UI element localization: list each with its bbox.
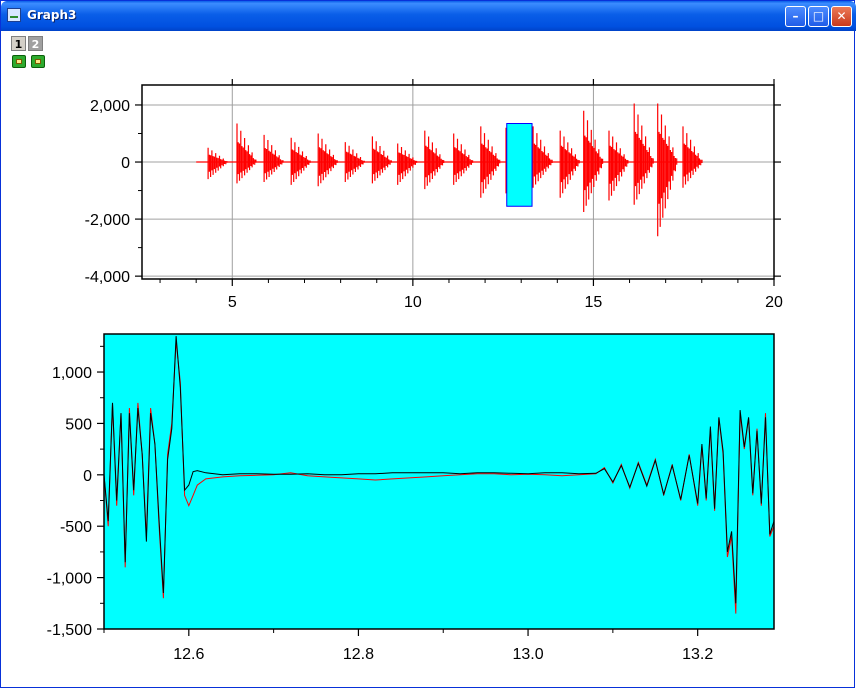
title-bar[interactable]: Graph3 – □ ✕ [1, 1, 856, 31]
x-tick-label: 10 [404, 294, 422, 311]
maximize-icon: □ [812, 9, 825, 23]
x-tick-label: 15 [585, 294, 603, 311]
x-tick-label: 13.2 [682, 646, 713, 663]
window-title: Graph3 [27, 8, 77, 22]
minimize-button[interactable]: – [785, 6, 806, 27]
lock-icon[interactable] [31, 55, 45, 68]
y-tick-label: 0 [121, 155, 130, 172]
y-tick-label: 500 [65, 416, 92, 433]
graph-window-icon[interactable] [7, 8, 21, 22]
zoomed-plot[interactable]: 12.6 12.8 13.0 13.2 1,000 500 0 -500 -1,000 -1,50… [47, 333, 775, 663]
overview-signal-series [196, 103, 703, 237]
zoomed-plot-background [104, 334, 774, 629]
x-tick-label: 12.8 [343, 646, 374, 663]
minimize-icon: – [792, 9, 799, 23]
zoomed-plot-frame [103, 333, 775, 630]
close-icon: ✕ [836, 9, 847, 23]
layer-tab-2[interactable]: 2 [28, 36, 43, 51]
y-tick-label: -1,500 [47, 622, 92, 639]
zoomed-black-series [103, 336, 775, 604]
overview-plot-frame [141, 84, 775, 280]
close-button[interactable]: ✕ [831, 6, 852, 27]
x-tick-label: 12.6 [173, 646, 204, 663]
overview-plot[interactable]: 5 10 15 20 2,000 0 -2,000 -4,000 [85, 79, 783, 311]
layer-tab-1[interactable]: 1 [11, 36, 26, 51]
x-tick-label: 5 [228, 294, 237, 311]
y-tick-label: 2,000 [90, 98, 130, 115]
maximize-button[interactable]: □ [808, 6, 829, 27]
x-tick-label: 20 [765, 294, 783, 311]
y-tick-label: -1,000 [47, 571, 92, 588]
lock-icon[interactable] [12, 55, 26, 68]
y-tick-label: 0 [83, 468, 92, 485]
y-tick-label: -500 [60, 519, 92, 536]
zoom-region-box [506, 123, 533, 207]
y-tick-label: -4,000 [85, 269, 130, 286]
y-tick-label: 1,000 [52, 365, 92, 382]
y-tick-label: -2,000 [85, 212, 130, 229]
x-tick-label: 13.0 [512, 646, 543, 663]
